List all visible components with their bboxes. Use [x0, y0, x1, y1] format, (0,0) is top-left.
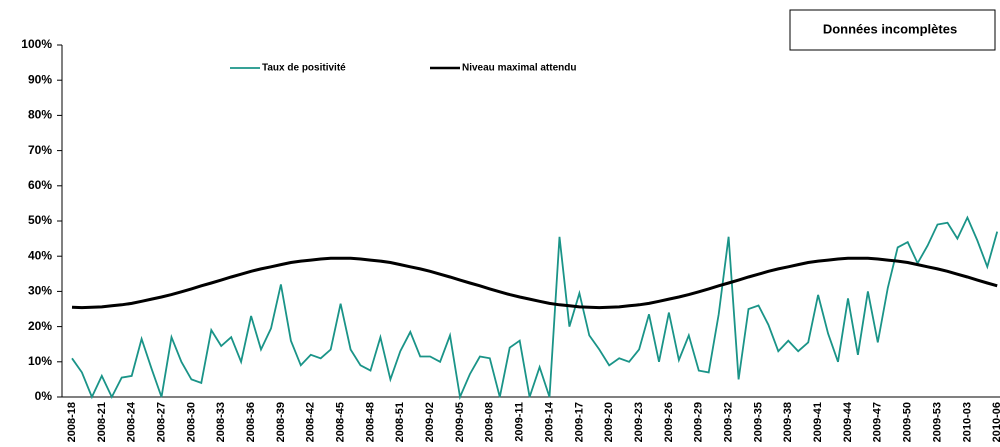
x-tick-label: 2010-06	[991, 402, 1000, 442]
y-tick-label: 70%	[28, 143, 52, 157]
x-tick-label: 2009-02	[424, 402, 436, 442]
series-line	[71, 215, 999, 401]
x-tick-label: 2009-17	[573, 402, 585, 442]
y-tick-label: 10%	[28, 354, 52, 368]
x-tick-label: 2009-29	[693, 402, 705, 442]
x-tick-label: 2008-27	[155, 402, 167, 442]
x-tick-label: 2008-39	[275, 402, 287, 442]
y-tick-label: 90%	[28, 72, 52, 86]
x-tick-label: 2009-14	[543, 401, 555, 442]
x-tick-label: 2009-05	[454, 402, 466, 442]
x-tick-label: 2008-33	[215, 402, 227, 442]
x-tick-label: 2008-42	[305, 402, 317, 442]
x-tick-label: 2008-24	[126, 401, 138, 442]
x-tick-label: 2008-48	[364, 402, 376, 442]
x-tick-label: 2009-26	[663, 402, 675, 442]
x-tick-label: 2009-35	[752, 402, 764, 442]
x-tick-label: 2009-50	[902, 402, 914, 442]
x-tick-label: 2009-11	[514, 402, 526, 442]
x-tick-label: 2010-03	[961, 402, 973, 442]
x-tick-label: 2009-38	[782, 402, 794, 442]
x-tick-label: 2009-47	[872, 402, 884, 442]
x-tick-label: 2009-44	[842, 401, 854, 442]
y-tick-label: 40%	[28, 248, 52, 262]
series-line	[71, 256, 998, 310]
annotation: Données incomplètes	[823, 21, 957, 36]
y-tick-label: 20%	[28, 319, 52, 333]
legend-label: Niveau maximal attendu	[462, 63, 576, 74]
x-tick-label: 2008-51	[394, 402, 406, 442]
x-tick-label: 2009-20	[603, 402, 615, 442]
x-tick-label: 2008-18	[66, 402, 78, 442]
x-tick-label: 2008-21	[96, 402, 108, 442]
x-tick-label: 2009-41	[812, 402, 824, 442]
legend-label: Taux de positivité	[262, 63, 346, 74]
y-tick-label: 60%	[28, 178, 52, 192]
x-tick-label: 2009-23	[633, 402, 645, 442]
x-tick-label: 2009-53	[931, 402, 943, 442]
x-tick-label: 2008-36	[245, 402, 257, 442]
x-tick-label: 2008-30	[185, 402, 197, 442]
y-tick-label: 100%	[21, 37, 52, 51]
annotation-box	[789, 9, 996, 51]
y-tick-label: 30%	[28, 284, 52, 298]
x-tick-label: 2009-08	[484, 402, 496, 442]
x-tick-label: 2009-32	[723, 402, 735, 442]
y-tick-label: 0%	[35, 389, 53, 403]
x-tick-label: 2008-45	[335, 402, 347, 442]
y-tick-label: 50%	[28, 213, 52, 227]
y-tick-label: 80%	[28, 108, 52, 122]
